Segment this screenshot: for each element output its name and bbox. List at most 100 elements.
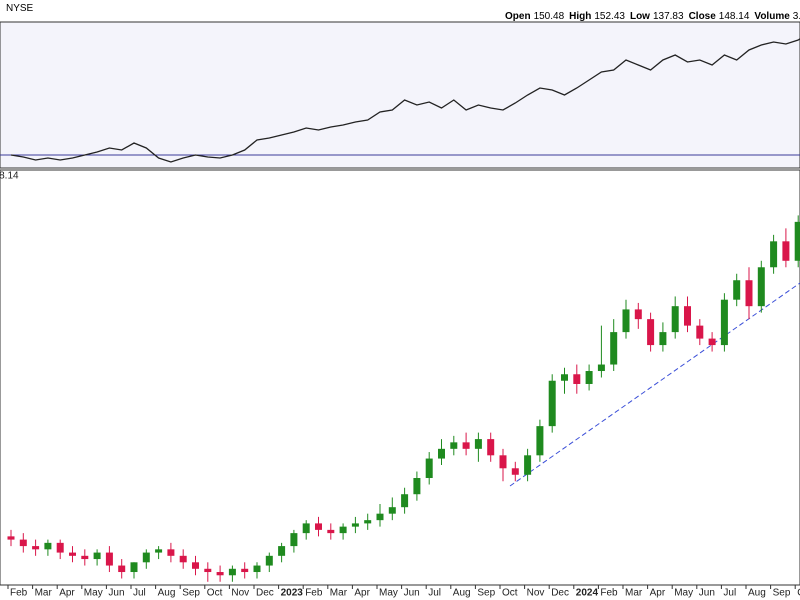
relative-strength-line: [10, 38, 800, 163]
price-panel: [0, 169, 800, 586]
candle-body: [499, 455, 507, 469]
candle-body: [401, 494, 409, 508]
candle-body: [216, 572, 224, 576]
exchange: NYSE: [6, 3, 34, 14]
x-tick-label: 2024: [576, 588, 599, 599]
x-tick-label: Nov: [231, 588, 249, 599]
quote-label: High: [569, 11, 592, 22]
header: NYSE Open 150.48 High 152.43 Low 137.83 Close 1…: [0, 0, 800, 22]
candle-body: [733, 280, 741, 300]
candle-body: [228, 568, 236, 576]
candle-body: [438, 448, 445, 459]
candle-body: [376, 513, 384, 521]
candle-body: [351, 523, 359, 527]
candle-body: [130, 562, 138, 573]
quote-label: Volume: [754, 11, 790, 22]
candle-body: [241, 568, 249, 573]
quote-value: 3.5M: [792, 11, 800, 22]
candle-body: [265, 555, 273, 566]
candle-body: [610, 332, 618, 365]
x-tick-label: Sep: [477, 588, 495, 599]
candle-body: [118, 565, 126, 573]
x-tick-label: Dec: [551, 588, 569, 599]
quote-value: 148.14: [718, 11, 750, 22]
x-tick-label: Aug: [748, 588, 766, 599]
candle-body: [770, 241, 778, 268]
candle-body: [524, 455, 532, 475]
x-tick-label: Apr: [650, 588, 666, 599]
candle-body: [19, 539, 27, 547]
candle-body: [757, 267, 765, 307]
x-tick-label: Jun: [108, 588, 124, 599]
candle-body: [487, 439, 495, 456]
candle-body: [425, 458, 433, 479]
candle-body: [278, 546, 286, 556]
quote-value: 152.43: [594, 11, 625, 22]
x-tick-label: Oct: [502, 588, 518, 599]
x-tick-label: Mar: [625, 588, 643, 599]
x-tick-label: Mar: [35, 588, 53, 599]
candle-body: [388, 507, 396, 514]
candle-body: [192, 562, 199, 569]
x-tick-label: Jun: [699, 588, 715, 599]
x-tick-label: Sep: [773, 588, 791, 599]
candle-body: [684, 306, 691, 326]
candle-body: [179, 555, 187, 563]
candle-body: [696, 325, 704, 339]
candle-body: [511, 468, 519, 475]
candle-body: [56, 542, 64, 553]
candle-body: [462, 442, 470, 449]
candle-body: [155, 549, 163, 553]
candle-body: [720, 299, 728, 346]
candle-body: [413, 478, 421, 495]
candle-body: [32, 546, 40, 550]
x-tick-label: Jul: [723, 588, 736, 599]
candle-body: [561, 374, 568, 381]
x-tick-label: Aug: [158, 588, 176, 599]
x-tick-label: May: [379, 588, 398, 599]
candle-body: [585, 371, 593, 384]
candle-body: [105, 552, 113, 566]
candle-body: [69, 552, 76, 556]
x-tick-label: Nov: [527, 588, 545, 599]
candle-body: [290, 533, 298, 547]
candle-body: [622, 309, 630, 333]
x-tick-label: Oct: [797, 588, 800, 599]
quote: Open 150.48 High 152.43 Low 137.83 Close 148.14…: [500, 11, 800, 22]
candle-body: [302, 523, 310, 534]
candle-body: [659, 332, 667, 346]
quote-label: Open: [505, 11, 531, 22]
candle-body: [536, 426, 544, 456]
x-tick-label: Apr: [59, 588, 75, 599]
candle-body: [647, 319, 655, 346]
candle-body: [7, 536, 15, 540]
candle-body: [44, 542, 52, 550]
x-tick-label: Jun: [404, 588, 420, 599]
trend-line: [509, 282, 800, 487]
quote-label: Low: [629, 11, 650, 22]
candle-body: [93, 552, 101, 560]
candle-body: [364, 520, 372, 524]
candle-body: [671, 306, 679, 333]
candle-body: [253, 565, 261, 573]
candle-body: [81, 555, 89, 560]
x-tick-label: Dec: [256, 588, 274, 599]
x-tick-label: Mar: [330, 588, 348, 599]
candle-body: [782, 241, 790, 261]
candle-body: [597, 364, 605, 372]
quote-label: Close: [688, 11, 716, 22]
candle-body: [167, 549, 175, 556]
x-tick-label: Feb: [305, 588, 323, 599]
upper-panel: [0, 21, 800, 169]
candle-body: [142, 552, 150, 563]
x-tick-label: Feb: [600, 588, 618, 599]
x-tick-label: May: [84, 588, 103, 599]
candle-body: [450, 442, 458, 449]
candle-body: [204, 568, 212, 573]
candle-body: [315, 523, 322, 530]
quote-value: 137.83: [652, 11, 684, 22]
x-tick-label: May: [674, 588, 693, 599]
x-tick-label: Oct: [207, 588, 223, 599]
